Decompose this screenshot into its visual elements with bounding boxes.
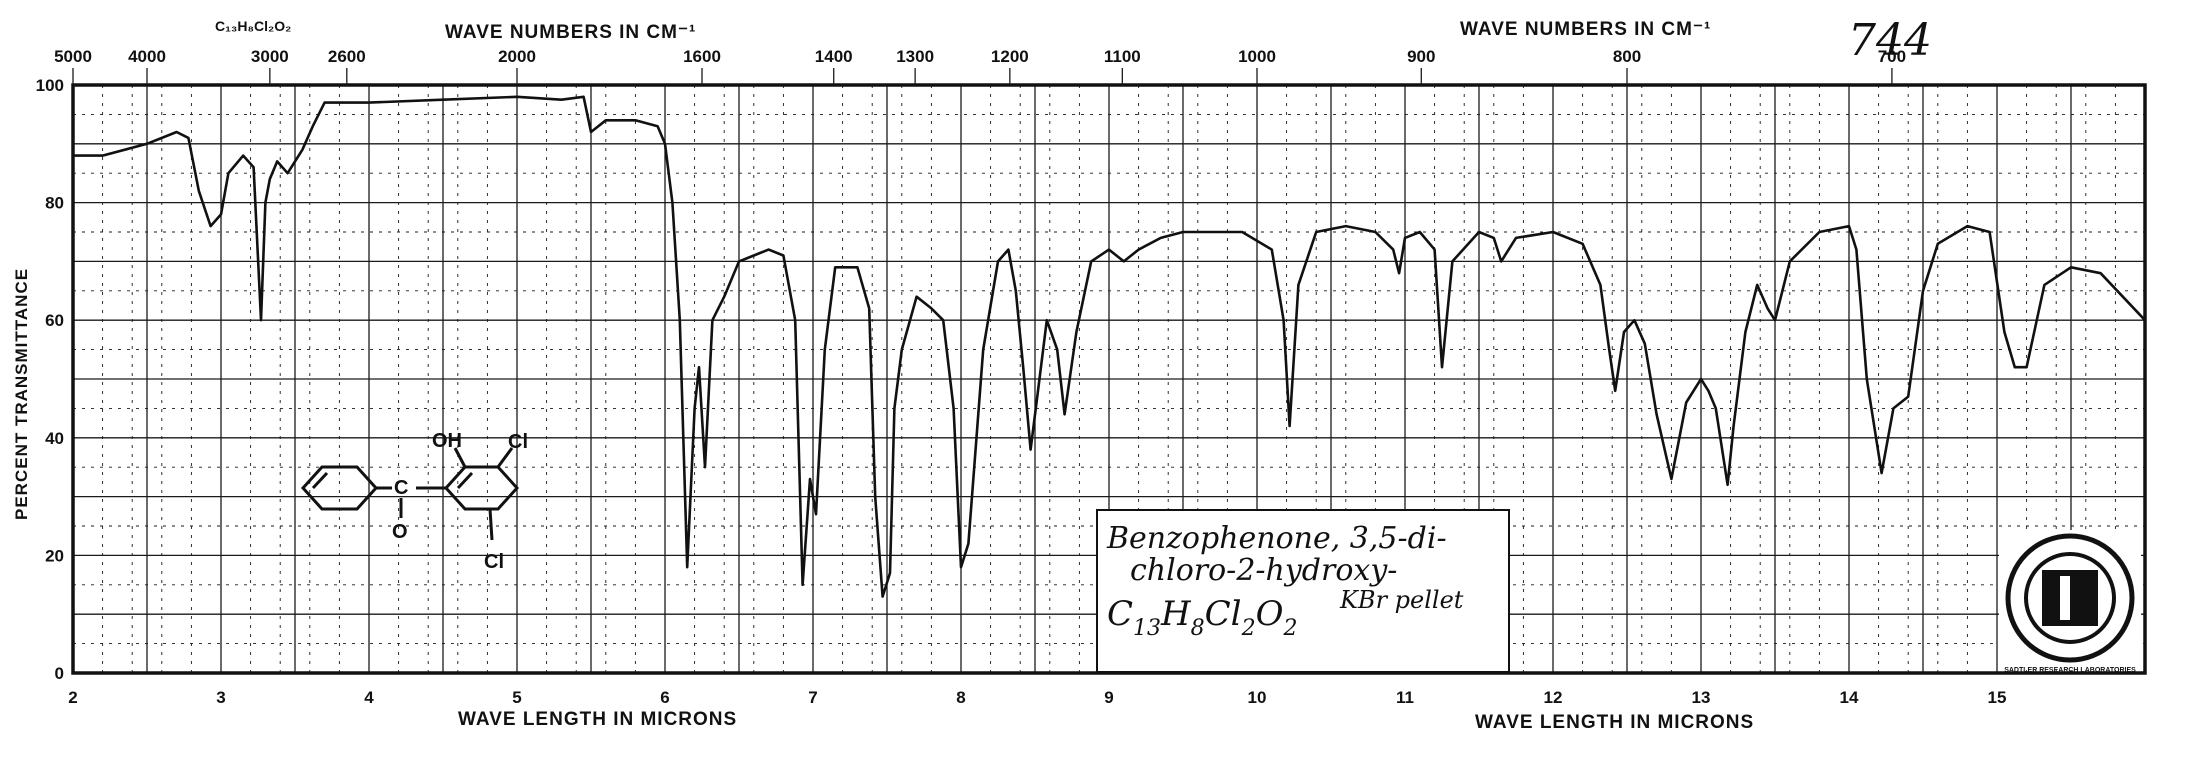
x-tick-label: 3 [216, 688, 225, 707]
top-left-formula: C₁₃H₈Cl₂O₂ [215, 18, 291, 34]
logo-mark-gap [2060, 576, 2070, 620]
top-tick-label: 4000 [128, 47, 166, 66]
bottom-axis-title-left: WAVE LENGTH IN MICRONS [458, 709, 737, 730]
annotation-formula: C13H8Cl2O2 [1107, 594, 1297, 641]
annotation-line2: chloro-2-hydroxy- [1130, 553, 1397, 588]
x-tick-label: 10 [1248, 688, 1267, 707]
x-tick-label: 6 [660, 688, 669, 707]
phenyl-inner-bond [311, 471, 329, 490]
x-axis-tick-labels: 2 3 4 5 6 7 8 9 10 11 12 13 14 15 [68, 688, 2006, 707]
top-tick-label: 700 [1878, 47, 1906, 66]
carbonyl-o-label: O [392, 521, 408, 543]
ring-inner-bond [456, 471, 474, 490]
top-tick-label: 5000 [54, 47, 92, 66]
top-tick-label: 1100 [1104, 47, 1141, 66]
annotation-method: KBr pellet [1339, 586, 1464, 614]
y-tick-label: 80 [45, 194, 64, 213]
top-axis-title-left: WAVE NUMBERS IN CM⁻¹ [445, 22, 696, 43]
spectrum-number: 744 [1848, 15, 1932, 66]
y-tick-label: 0 [55, 664, 64, 683]
hydroxy-dichloro-ring [443, 465, 520, 511]
x-tick-label: 2 [68, 688, 77, 707]
x-tick-label: 15 [1988, 688, 2007, 707]
top-tick-label: 900 [1407, 47, 1435, 66]
top-tick-label: 1400 [815, 47, 853, 66]
top-tick-label: 2000 [498, 47, 536, 66]
x-tick-label: 11 [1396, 688, 1414, 707]
top-tick-label: 2600 [328, 47, 366, 66]
hydroxyl-label: OH [432, 430, 462, 452]
sadtler-logo: SADTLER RESEARCH LABORATORIES [1999, 530, 2141, 674]
x-tick-label: 9 [1104, 688, 1113, 707]
chemical-structure: C O OH Cl Cl [300, 430, 528, 573]
bond-to-cl-top [496, 447, 514, 468]
top-axis-tick-labels: 5000 4000 3000 2600 2000 1600 1400 1300 1200 1100… [54, 47, 1906, 85]
y-tick-label: 40 [45, 429, 64, 448]
x-tick-label: 4 [364, 688, 374, 707]
annotation-line1: Benzophenone, 3,5-di- [1106, 521, 1447, 556]
carbonyl-c-label: C [394, 477, 408, 499]
y-axis-tick-labels: 0 20 40 60 80 100 [36, 76, 64, 683]
x-tick-label: 8 [956, 688, 965, 707]
y-tick-label: 20 [45, 546, 64, 565]
bottom-axis-title-right: WAVE LENGTH IN MICRONS [1475, 712, 1754, 733]
top-axis-title-right: WAVE NUMBERS IN CM⁻¹ [1460, 19, 1711, 40]
top-tick-label: 1300 [896, 47, 934, 66]
bond-to-cl-bottom [488, 508, 494, 541]
top-tick-label: 1200 [991, 47, 1029, 66]
x-tick-label: 14 [1840, 688, 1859, 707]
logo-text: SADTLER RESEARCH LABORATORIES [2004, 667, 2136, 674]
top-tick-label: 3000 [251, 47, 289, 66]
x-tick-label: 7 [808, 688, 817, 707]
y-tick-label: 100 [36, 76, 64, 95]
top-tick-label: 1600 [683, 47, 721, 66]
x-tick-label: 5 [512, 688, 521, 707]
x-tick-label: 13 [1692, 688, 1711, 707]
chloro-top-label: Cl [508, 431, 528, 453]
bond-to-oh [453, 447, 467, 468]
annotation-box-frame [1096, 509, 1510, 673]
x-tick-label: 12 [1544, 688, 1563, 707]
y-axis-title: PERCENT TRANSMITTANCE [12, 268, 31, 520]
top-tick-label: 800 [1613, 47, 1641, 66]
y-tick-label: 60 [45, 311, 64, 330]
chloro-bottom-label: Cl [484, 551, 504, 573]
top-tick-label: 1000 [1238, 47, 1276, 66]
spectrum-trace [73, 95, 2146, 598]
annotation-box: Benzophenone, 3,5-di- chloro-2-hydroxy- … [1096, 509, 1510, 673]
